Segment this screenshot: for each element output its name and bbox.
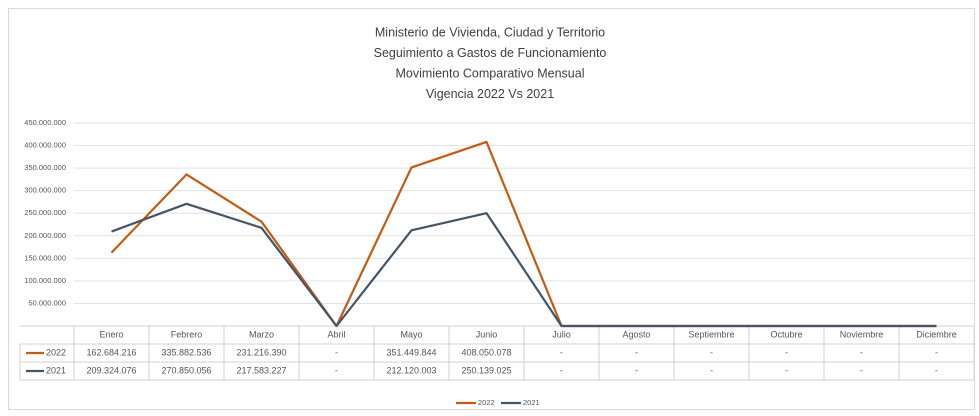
data-label: - — [935, 347, 938, 357]
data-label: - — [635, 347, 638, 357]
x-tick-label: Septiembre — [688, 329, 734, 339]
legend-label: 2021 — [523, 398, 540, 407]
data-label: - — [560, 347, 563, 357]
x-tick-label: Marzo — [249, 329, 274, 339]
data-label: - — [560, 365, 563, 375]
data-label: - — [860, 347, 863, 357]
legend-label: 2022 — [46, 347, 66, 357]
legend-label: 2022 — [478, 398, 495, 407]
data-label: - — [335, 365, 338, 375]
data-label: - — [635, 365, 638, 375]
data-label: 231.216.390 — [236, 347, 286, 357]
chart-title: Vigencia 2022 Vs 2021 — [426, 87, 554, 101]
chart-title: Seguimiento a Gastos de Funcionamiento — [374, 46, 607, 60]
data-label: 212.120.003 — [386, 365, 436, 375]
data-label: - — [785, 365, 788, 375]
data-label: - — [935, 365, 938, 375]
data-label: - — [710, 365, 713, 375]
y-tick-label: 150.000.000 — [24, 253, 66, 262]
x-tick-label: Agosto — [622, 329, 650, 339]
x-tick-label: Mayo — [400, 329, 422, 339]
x-tick-label: Junio — [476, 329, 498, 339]
x-tick-label: Noviembre — [840, 329, 884, 339]
data-label: 408.050.078 — [461, 347, 511, 357]
data-label: 270.850.056 — [161, 365, 211, 375]
x-tick-label: Julio — [552, 329, 571, 339]
y-tick-label: 450.000.000 — [24, 118, 66, 127]
data-label: - — [785, 347, 788, 357]
x-tick-label: Febrero — [171, 329, 203, 339]
data-label: - — [710, 347, 713, 357]
data-label: 335.882.536 — [161, 347, 211, 357]
y-tick-label: 200.000.000 — [24, 231, 66, 240]
data-label: 162.684.216 — [86, 347, 136, 357]
y-tick-label: 250.000.000 — [24, 208, 66, 217]
x-tick-label: Enero — [99, 329, 123, 339]
y-tick-label: 400.000.000 — [24, 141, 66, 150]
x-tick-label: Octubre — [770, 329, 802, 339]
x-tick-label: Diciembre — [916, 329, 957, 339]
y-tick-label: 350.000.000 — [24, 163, 66, 172]
x-tick-label: Abril — [327, 329, 345, 339]
data-label: 250.139.025 — [461, 365, 511, 375]
data-label: - — [860, 365, 863, 375]
y-tick-label: 300.000.000 — [24, 186, 66, 195]
y-tick-label: 100.000.000 — [24, 276, 66, 285]
data-label: 217.583.227 — [236, 365, 286, 375]
y-tick-label: - — [64, 321, 67, 330]
y-tick-label: 50.000.000 — [28, 298, 66, 307]
data-label: 351.449.844 — [386, 347, 436, 357]
data-label: 209.324.076 — [86, 365, 136, 375]
data-label: - — [335, 347, 338, 357]
chart-title: Movimiento Comparativo Mensual — [396, 66, 585, 80]
series-line — [111, 202, 937, 328]
legend-label: 2021 — [46, 365, 66, 375]
chart-title: Ministerio de Vivienda, Ciudad y Territo… — [375, 25, 605, 39]
